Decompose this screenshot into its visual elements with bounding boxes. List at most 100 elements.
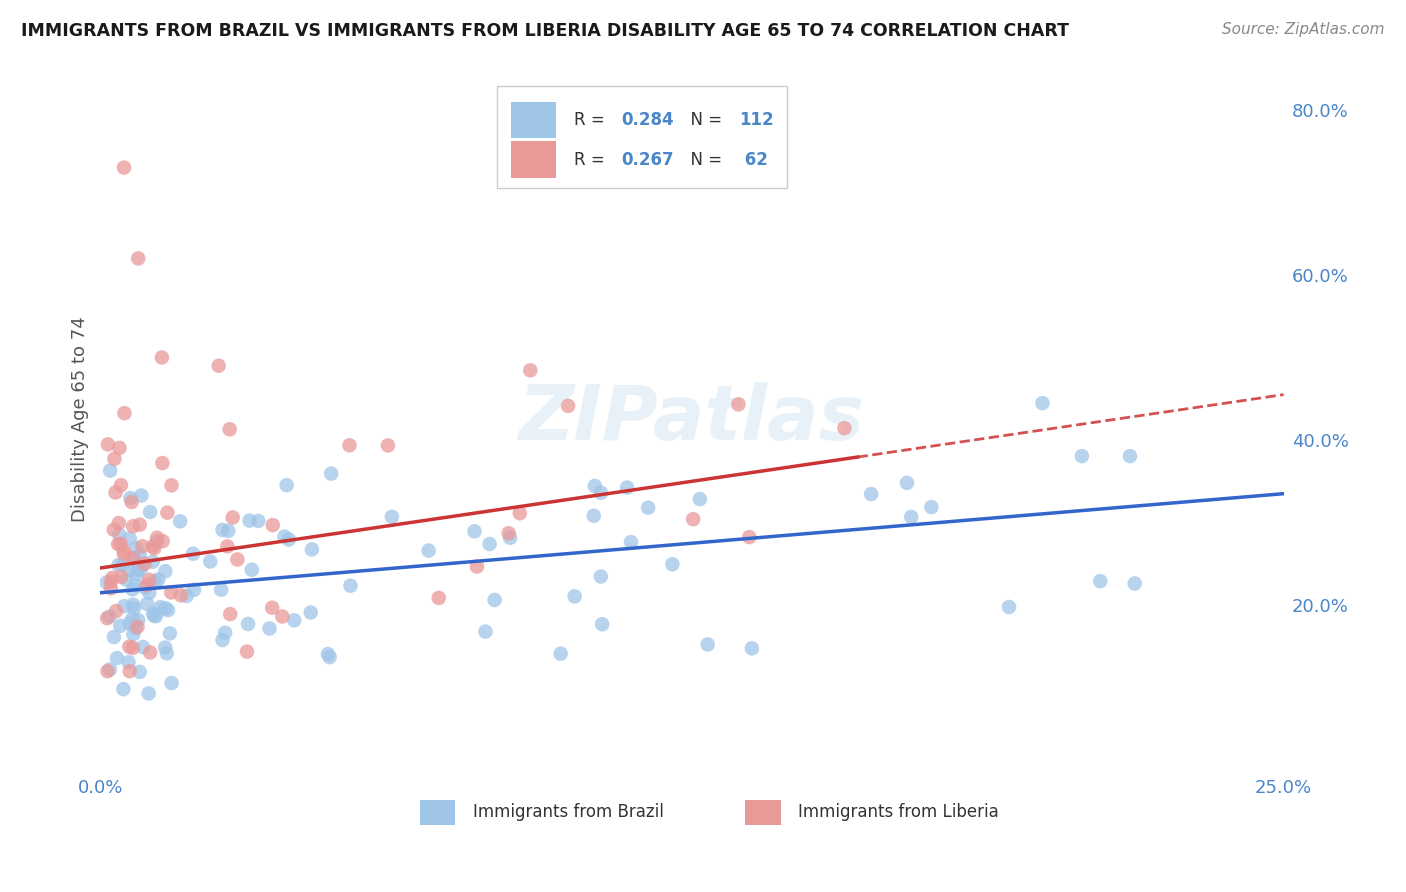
Point xyxy=(273,530,295,544)
Point xyxy=(150,351,173,365)
Point xyxy=(104,485,127,500)
Point xyxy=(149,600,172,615)
Text: Source: ZipAtlas.com: Source: ZipAtlas.com xyxy=(1222,22,1385,37)
Point xyxy=(122,551,145,566)
Point xyxy=(100,582,122,596)
Point xyxy=(478,537,501,551)
Point xyxy=(125,541,148,555)
Point xyxy=(138,573,160,587)
Point xyxy=(101,571,124,585)
Point xyxy=(727,397,749,411)
Point xyxy=(377,438,399,452)
Point xyxy=(121,495,143,509)
Point xyxy=(118,616,141,631)
Point xyxy=(146,531,169,545)
Point xyxy=(100,574,122,589)
Point xyxy=(217,524,239,538)
Point xyxy=(247,514,270,528)
Point xyxy=(321,467,343,481)
Point xyxy=(236,645,259,659)
Point xyxy=(219,607,242,621)
Point xyxy=(153,640,176,655)
Text: Immigrants from Brazil: Immigrants from Brazil xyxy=(472,804,664,822)
Point xyxy=(160,585,183,599)
Point xyxy=(145,609,167,624)
Point xyxy=(122,627,145,641)
Point xyxy=(143,541,166,556)
Point xyxy=(484,593,506,607)
Point xyxy=(105,651,128,665)
Point xyxy=(98,609,121,624)
Point xyxy=(108,527,131,541)
Point xyxy=(564,590,586,604)
Point xyxy=(108,441,131,455)
Point xyxy=(236,617,259,632)
Point xyxy=(127,620,149,634)
Point xyxy=(143,608,166,623)
Point xyxy=(920,500,942,514)
Point xyxy=(131,489,153,503)
Point xyxy=(115,573,138,587)
Text: 62: 62 xyxy=(740,151,768,169)
Point xyxy=(139,645,162,659)
Point xyxy=(132,640,155,654)
Point xyxy=(474,624,496,639)
Point xyxy=(112,682,135,697)
Point xyxy=(108,516,131,530)
Text: Immigrants from Liberia: Immigrants from Liberia xyxy=(799,804,1000,822)
Point xyxy=(98,464,121,478)
Point xyxy=(181,547,204,561)
Point xyxy=(299,606,322,620)
Point xyxy=(96,611,118,625)
Point xyxy=(148,573,170,587)
Point xyxy=(136,597,159,611)
FancyBboxPatch shape xyxy=(496,86,786,188)
Point xyxy=(226,552,249,566)
Point xyxy=(114,406,136,420)
Point xyxy=(589,485,612,500)
Point xyxy=(276,478,298,492)
Point xyxy=(127,561,149,575)
Point xyxy=(240,563,263,577)
Text: R =: R = xyxy=(574,111,610,128)
Point xyxy=(152,534,174,549)
Point xyxy=(103,523,125,537)
Point xyxy=(124,552,146,566)
Text: IMMIGRANTS FROM BRAZIL VS IMMIGRANTS FROM LIBERIA DISABILITY AGE 65 TO 74 CORREL: IMMIGRANTS FROM BRAZIL VS IMMIGRANTS FRO… xyxy=(21,22,1069,40)
Point xyxy=(1031,396,1053,410)
Point xyxy=(211,523,233,537)
Point xyxy=(160,676,183,690)
Point xyxy=(112,547,135,561)
Point xyxy=(128,548,150,562)
Point xyxy=(156,646,179,660)
Point xyxy=(208,359,231,373)
Point xyxy=(381,509,404,524)
Point xyxy=(262,600,284,615)
Point xyxy=(138,585,160,599)
Point xyxy=(200,554,222,568)
Point xyxy=(142,607,165,621)
Point xyxy=(134,581,156,595)
Point xyxy=(118,664,141,678)
Point xyxy=(129,562,152,576)
Point xyxy=(277,533,299,547)
Point xyxy=(339,579,361,593)
Point xyxy=(127,613,149,627)
Point xyxy=(259,622,281,636)
Point xyxy=(118,532,141,546)
Point xyxy=(998,600,1021,615)
Point xyxy=(122,601,145,615)
Point xyxy=(217,540,239,554)
Point xyxy=(125,567,148,582)
Point xyxy=(741,641,763,656)
Point xyxy=(589,569,612,583)
Point xyxy=(183,582,205,597)
Point xyxy=(239,514,262,528)
Bar xyxy=(510,142,555,178)
Point xyxy=(105,604,128,618)
Point xyxy=(499,531,522,545)
Point xyxy=(696,637,718,651)
Point xyxy=(301,542,323,557)
Bar xyxy=(510,102,555,138)
Point xyxy=(112,599,135,614)
